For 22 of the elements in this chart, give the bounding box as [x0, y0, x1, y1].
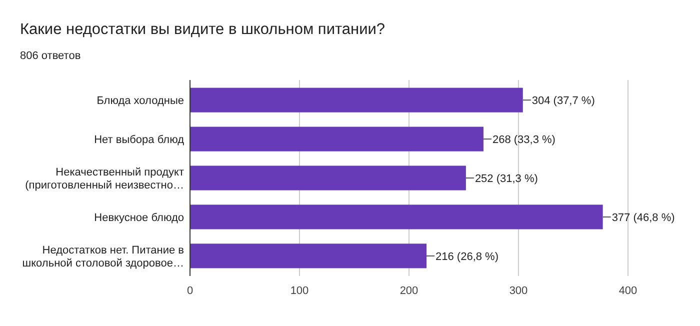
y-tick-label: Блюда холодные [96, 95, 184, 108]
bar [190, 166, 466, 190]
text: 806 ответов [20, 50, 81, 62]
y-tick-label: Некачественный продукт (приготовленный неизвестно… [25, 166, 184, 192]
chart-title: Какие недостатки вы видите в школьном питании? [20, 21, 386, 38]
bar [190, 126, 484, 152]
y-tick-label: Недостатков нет. Питание в школьной столовой здоровое… [22, 244, 184, 270]
data-label: 216 (26,8 %) [436, 250, 499, 263]
x-tick-label: 400 [618, 285, 638, 297]
y-tick-label: Нет выбора блюд [94, 134, 185, 146]
data-label: 252 (31,3 %) [474, 173, 538, 185]
x-tick-label: 300 [509, 285, 528, 297]
x-tick-label: 0 [186, 285, 194, 297]
data-label: 304 (37,7 %) [532, 95, 595, 108]
bar [190, 88, 523, 112]
data-label: 268 (33,3 %) [492, 134, 556, 146]
x-tick-label: 200 [400, 285, 418, 297]
y-tick-label: Невкусное блюдо [94, 212, 184, 224]
bar [190, 244, 427, 268]
x-tick-label: 100 [290, 285, 309, 297]
data-label: 377 (46,8 %) [612, 212, 675, 224]
bar [190, 204, 603, 230]
